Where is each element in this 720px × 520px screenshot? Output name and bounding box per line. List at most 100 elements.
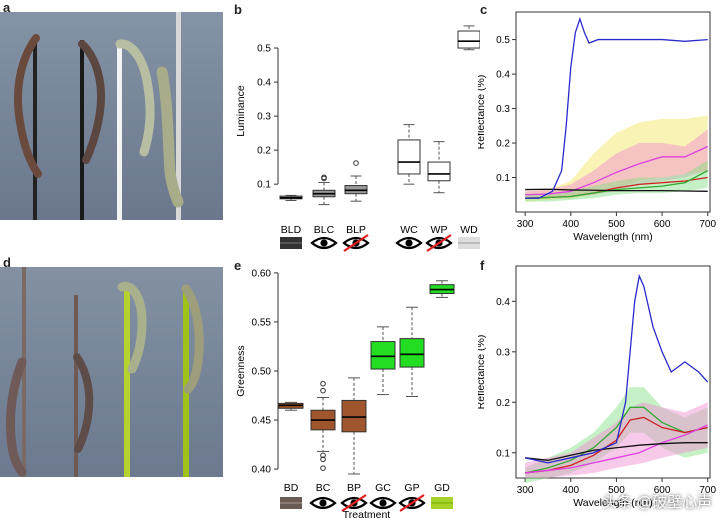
- luminance-boxplot: 0.1 0.2 0.3 0.4 0.5 Luminance BLD BLC BLP WC WP WD: [235, 25, 480, 252]
- box-WP: [427, 141, 451, 194]
- category-label: BLD: [281, 224, 302, 236]
- x-axis-label: Treatment: [343, 509, 391, 520]
- y-tick-label: 0.3: [257, 112, 271, 123]
- y-tick-label: 0.4: [257, 78, 271, 89]
- x-tick-label: 500: [608, 485, 625, 496]
- y-tick-label: 0.50: [252, 367, 272, 378]
- category-label: GD: [434, 482, 450, 494]
- x-axis-label: Wavelength (nm): [573, 497, 653, 509]
- y-axis-label: Luminance: [235, 85, 247, 137]
- eye-pupil: [405, 239, 413, 247]
- swatch-green-icon: [431, 497, 453, 509]
- eye-crossed-icon: [342, 234, 370, 252]
- box-GD: [429, 280, 455, 298]
- swatch-brown-icon: [280, 497, 302, 509]
- spectrum-line-7: [525, 16, 708, 199]
- outlier-point: [353, 160, 359, 166]
- cross-line: [343, 234, 369, 252]
- cross-line: [399, 494, 425, 512]
- error-band-0: [525, 115, 708, 202]
- eye-icon: [395, 236, 423, 250]
- box-iqr: [397, 139, 421, 175]
- y-axis-label: Greenness: [235, 345, 247, 396]
- y-tick-label: 0.5: [257, 44, 271, 55]
- y-tick-label: 0.2: [496, 398, 510, 409]
- x-tick-label: 300: [517, 219, 534, 230]
- eye-crossed-icon: [340, 494, 368, 512]
- category-label: GC: [375, 482, 391, 494]
- category-label: WD: [460, 224, 478, 236]
- y-axis-label: Reflectance (%): [478, 75, 487, 150]
- plot-frame: [515, 265, 711, 479]
- outlier-point: [320, 380, 326, 387]
- eye-crossed-icon: [425, 234, 453, 252]
- outlier-point: [321, 174, 327, 181]
- box-BC: [310, 380, 336, 471]
- reflectance-spectrum-chart-c: 300 400 500 600 700 0.1 0.2 0.3 0.4 0.5 Reflectanc…: [478, 11, 716, 243]
- x-tick-label: 500: [608, 219, 625, 230]
- y-tick-label: 0.4: [496, 70, 510, 81]
- outlier-point: [320, 465, 326, 471]
- y-tick-label: 0.3: [496, 104, 510, 115]
- plot-frame: [515, 11, 711, 213]
- y-tick-label: 0.5: [496, 35, 510, 46]
- spectrum-line-5: [525, 442, 708, 461]
- box-iqr: [399, 338, 425, 368]
- x-axis-label: Wavelength (nm): [573, 231, 653, 243]
- panel-letter-d: d: [3, 255, 11, 270]
- category-label: WP: [431, 224, 448, 236]
- spectrum-line-5: [525, 170, 709, 199]
- error-band-1: [525, 129, 708, 199]
- box-BP: [341, 377, 367, 475]
- panel-letter-a: a: [3, 0, 11, 15]
- y-axis-label: Reflectance (%): [478, 335, 487, 410]
- y-tick-label: 0.60: [252, 268, 272, 279]
- box-GP: [399, 306, 425, 398]
- eye-crossed-icon: [398, 494, 426, 512]
- y-tick-label: 0.1: [496, 173, 510, 184]
- outlier-point: [320, 456, 326, 463]
- category-label: BP: [347, 482, 361, 494]
- box-WD: [457, 25, 480, 51]
- eye-icon: [310, 236, 338, 250]
- swatch-dark-icon: [280, 237, 302, 249]
- spectrum-line-6: [525, 188, 708, 192]
- box-WC: [397, 124, 421, 185]
- box-BLP: [344, 160, 368, 202]
- y-tick-label: 0.55: [252, 317, 272, 328]
- y-tick-label: 0.2: [496, 139, 510, 150]
- category-label: GP: [404, 482, 419, 494]
- panel-letter-e: e: [234, 258, 242, 273]
- box-iqr: [370, 341, 396, 370]
- panel-letter-b: b: [234, 2, 242, 17]
- eye-pupil: [379, 499, 387, 507]
- x-tick-label: 400: [562, 485, 579, 496]
- panel-letter-f: f: [480, 258, 485, 273]
- y-tick-label: 0.40: [252, 465, 272, 476]
- cross-line: [341, 494, 367, 512]
- y-tick-label: 0.2: [257, 146, 271, 157]
- spectrum-line-3: [525, 416, 708, 474]
- x-tick-label: 600: [654, 485, 671, 496]
- spectrum-line-4: [525, 424, 708, 474]
- box-BLD: [279, 194, 303, 202]
- x-tick-label: 700: [699, 219, 716, 230]
- watermark-text: 头条 @破壁心声: [602, 493, 712, 511]
- category-label: BLC: [314, 224, 335, 236]
- category-label: BD: [284, 482, 299, 494]
- x-tick-label: 400: [562, 219, 579, 230]
- outlier-point: [320, 387, 326, 394]
- spectrum-line-6: [524, 273, 709, 464]
- box-GC: [370, 326, 396, 396]
- category-label: BLP: [346, 224, 366, 236]
- box-iqr: [457, 30, 480, 49]
- swatch-light-icon: [458, 237, 480, 249]
- cross-line: [426, 234, 452, 252]
- error-band-0: [525, 387, 708, 484]
- category-label: BC: [316, 482, 331, 494]
- error-band-2: [525, 160, 708, 202]
- greenness-boxplot: 0.40 0.45 0.50 0.55 0.60 Greenness BD BC BP GC GP G…: [235, 268, 455, 520]
- spectrum-line-2: [524, 406, 708, 474]
- outlier-point: [320, 452, 326, 459]
- spectrum-line-3: [525, 145, 708, 196]
